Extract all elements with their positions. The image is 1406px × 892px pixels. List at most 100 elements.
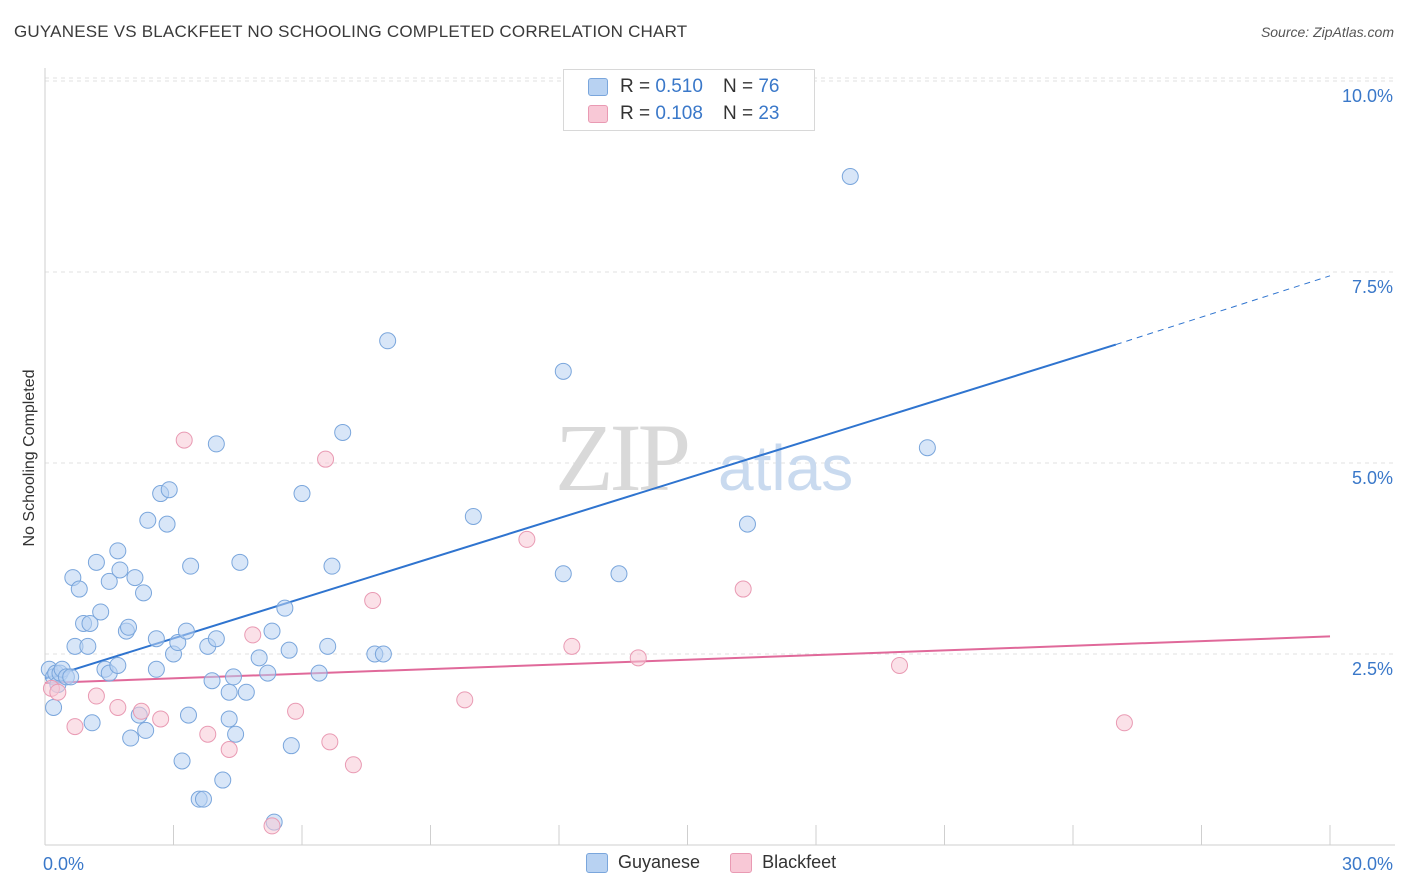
r-value: 0.108 bbox=[655, 103, 703, 124]
gridlines bbox=[45, 77, 1395, 655]
guyanese-swatch bbox=[586, 852, 608, 873]
blackfeet-point bbox=[175, 431, 193, 449]
guyanese-point bbox=[137, 721, 155, 739]
blackfeet-point bbox=[456, 691, 474, 709]
guyanese-point bbox=[323, 557, 341, 575]
blackfeet-point bbox=[66, 718, 84, 736]
guyanese-point bbox=[464, 507, 482, 525]
chart-title: GUYANESE VS BLACKFEET NO SCHOOLING COMPL… bbox=[14, 22, 688, 41]
axes bbox=[44, 68, 1395, 846]
guyanese-point bbox=[62, 668, 80, 686]
watermark-atlas: atlas bbox=[718, 432, 853, 504]
guyanese-point bbox=[109, 542, 127, 560]
source-label: Source: ZipAtlas.com bbox=[1260, 24, 1394, 40]
n-value: 76 bbox=[758, 76, 780, 97]
guyanese-point bbox=[227, 725, 245, 743]
blackfeet-point bbox=[891, 656, 909, 674]
guyanese-point bbox=[147, 660, 165, 678]
n-value: 23 bbox=[758, 103, 780, 124]
blackfeet-point bbox=[734, 580, 752, 598]
guyanese-point bbox=[263, 622, 281, 640]
guyanese-point bbox=[276, 599, 294, 617]
blackfeet-point bbox=[518, 530, 536, 548]
guyanese-point bbox=[214, 771, 232, 789]
tick-labels: 2.5% 5.0% 7.5% 10.0% 0.0% 30.0% bbox=[43, 86, 1393, 874]
blackfeet-point bbox=[199, 725, 217, 743]
r-label: R = bbox=[620, 76, 651, 97]
blackfeet-point bbox=[287, 702, 305, 720]
guyanese-point bbox=[126, 569, 144, 587]
blackfeet-point bbox=[364, 592, 382, 610]
guyanese-point bbox=[220, 683, 238, 701]
trend-lines bbox=[44, 275, 1331, 685]
blackfeet-point bbox=[321, 733, 339, 751]
y-tick-label: 10.0% bbox=[1342, 86, 1393, 106]
guyanese-point bbox=[379, 332, 397, 350]
guyanese-point bbox=[224, 668, 242, 686]
guyanese-point bbox=[259, 664, 277, 682]
guyanese-point bbox=[194, 790, 212, 808]
blackfeet-trend-line bbox=[44, 635, 1331, 685]
r-value: 0.510 bbox=[655, 76, 703, 97]
guyanese-point bbox=[282, 737, 300, 755]
blackfeet-point bbox=[1115, 714, 1133, 732]
guyanese-point bbox=[70, 580, 88, 598]
blackfeet-point bbox=[563, 637, 581, 655]
guyanese-point bbox=[310, 664, 328, 682]
y-tick-label: 7.5% bbox=[1352, 277, 1393, 297]
blackfeet-point bbox=[132, 702, 150, 720]
guyanese-trend-line bbox=[44, 343, 1117, 680]
guyanese-point bbox=[169, 634, 187, 652]
guyanese-point bbox=[554, 362, 572, 380]
guyanese-point bbox=[100, 572, 118, 590]
blackfeet-points bbox=[42, 431, 1133, 835]
guyanese-point bbox=[160, 481, 178, 499]
guyanese-point bbox=[918, 439, 936, 457]
guyanese-point bbox=[45, 698, 63, 716]
guyanese-swatch bbox=[588, 78, 608, 96]
guyanese-point bbox=[280, 641, 298, 659]
y-axis-label: No Schooling Completed bbox=[21, 369, 38, 547]
r-label: R = bbox=[620, 103, 651, 124]
guyanese-point bbox=[237, 683, 255, 701]
guyanese-point bbox=[207, 630, 225, 648]
guyanese-point bbox=[147, 630, 165, 648]
series-legend: Guyanese Blackfeet bbox=[586, 852, 866, 873]
legend-item-guyanese: Guyanese bbox=[586, 852, 700, 873]
guyanese-point bbox=[122, 729, 140, 747]
guyanese-trend-extension bbox=[1115, 275, 1331, 346]
guyanese-point bbox=[81, 614, 99, 632]
guyanese-point bbox=[87, 553, 105, 571]
guyanese-point bbox=[610, 565, 628, 583]
guyanese-point bbox=[554, 565, 572, 583]
blackfeet-swatch bbox=[730, 852, 753, 873]
guyanese-point bbox=[334, 423, 352, 441]
blackfeet-point bbox=[152, 710, 170, 728]
guyanese-point bbox=[135, 584, 153, 602]
guyanese-point bbox=[109, 656, 127, 674]
x-tick-label: 30.0% bbox=[1342, 854, 1393, 874]
legend-item-blackfeet: Blackfeet bbox=[730, 852, 836, 873]
watermark: ZIP atlas bbox=[555, 404, 853, 511]
guyanese-point bbox=[207, 435, 225, 453]
blackfeet-point bbox=[220, 741, 238, 758]
blackfeet-swatch bbox=[588, 105, 608, 123]
legend-row-guyanese: R = 0.510 N = 76 bbox=[588, 75, 779, 99]
n-label: N = bbox=[722, 103, 754, 124]
watermark-zip: ZIP bbox=[555, 404, 688, 511]
blackfeet-point bbox=[244, 626, 262, 644]
guyanese-point bbox=[293, 485, 311, 503]
correlation-legend: R = 0.510 N = 76 R = 0.108 N = 23 bbox=[563, 69, 815, 131]
guyanese-point bbox=[738, 515, 756, 533]
legend-label: Blackfeet bbox=[762, 852, 837, 872]
y-tick-label: 2.5% bbox=[1352, 659, 1393, 679]
guyanese-point bbox=[231, 553, 249, 571]
blackfeet-point bbox=[344, 756, 362, 774]
blackfeet-point bbox=[317, 450, 335, 468]
guyanese-point bbox=[111, 561, 129, 579]
guyanese-point bbox=[319, 637, 337, 655]
guyanese-point bbox=[220, 710, 238, 728]
guyanese-point bbox=[250, 649, 268, 667]
guyanese-point bbox=[92, 603, 110, 621]
